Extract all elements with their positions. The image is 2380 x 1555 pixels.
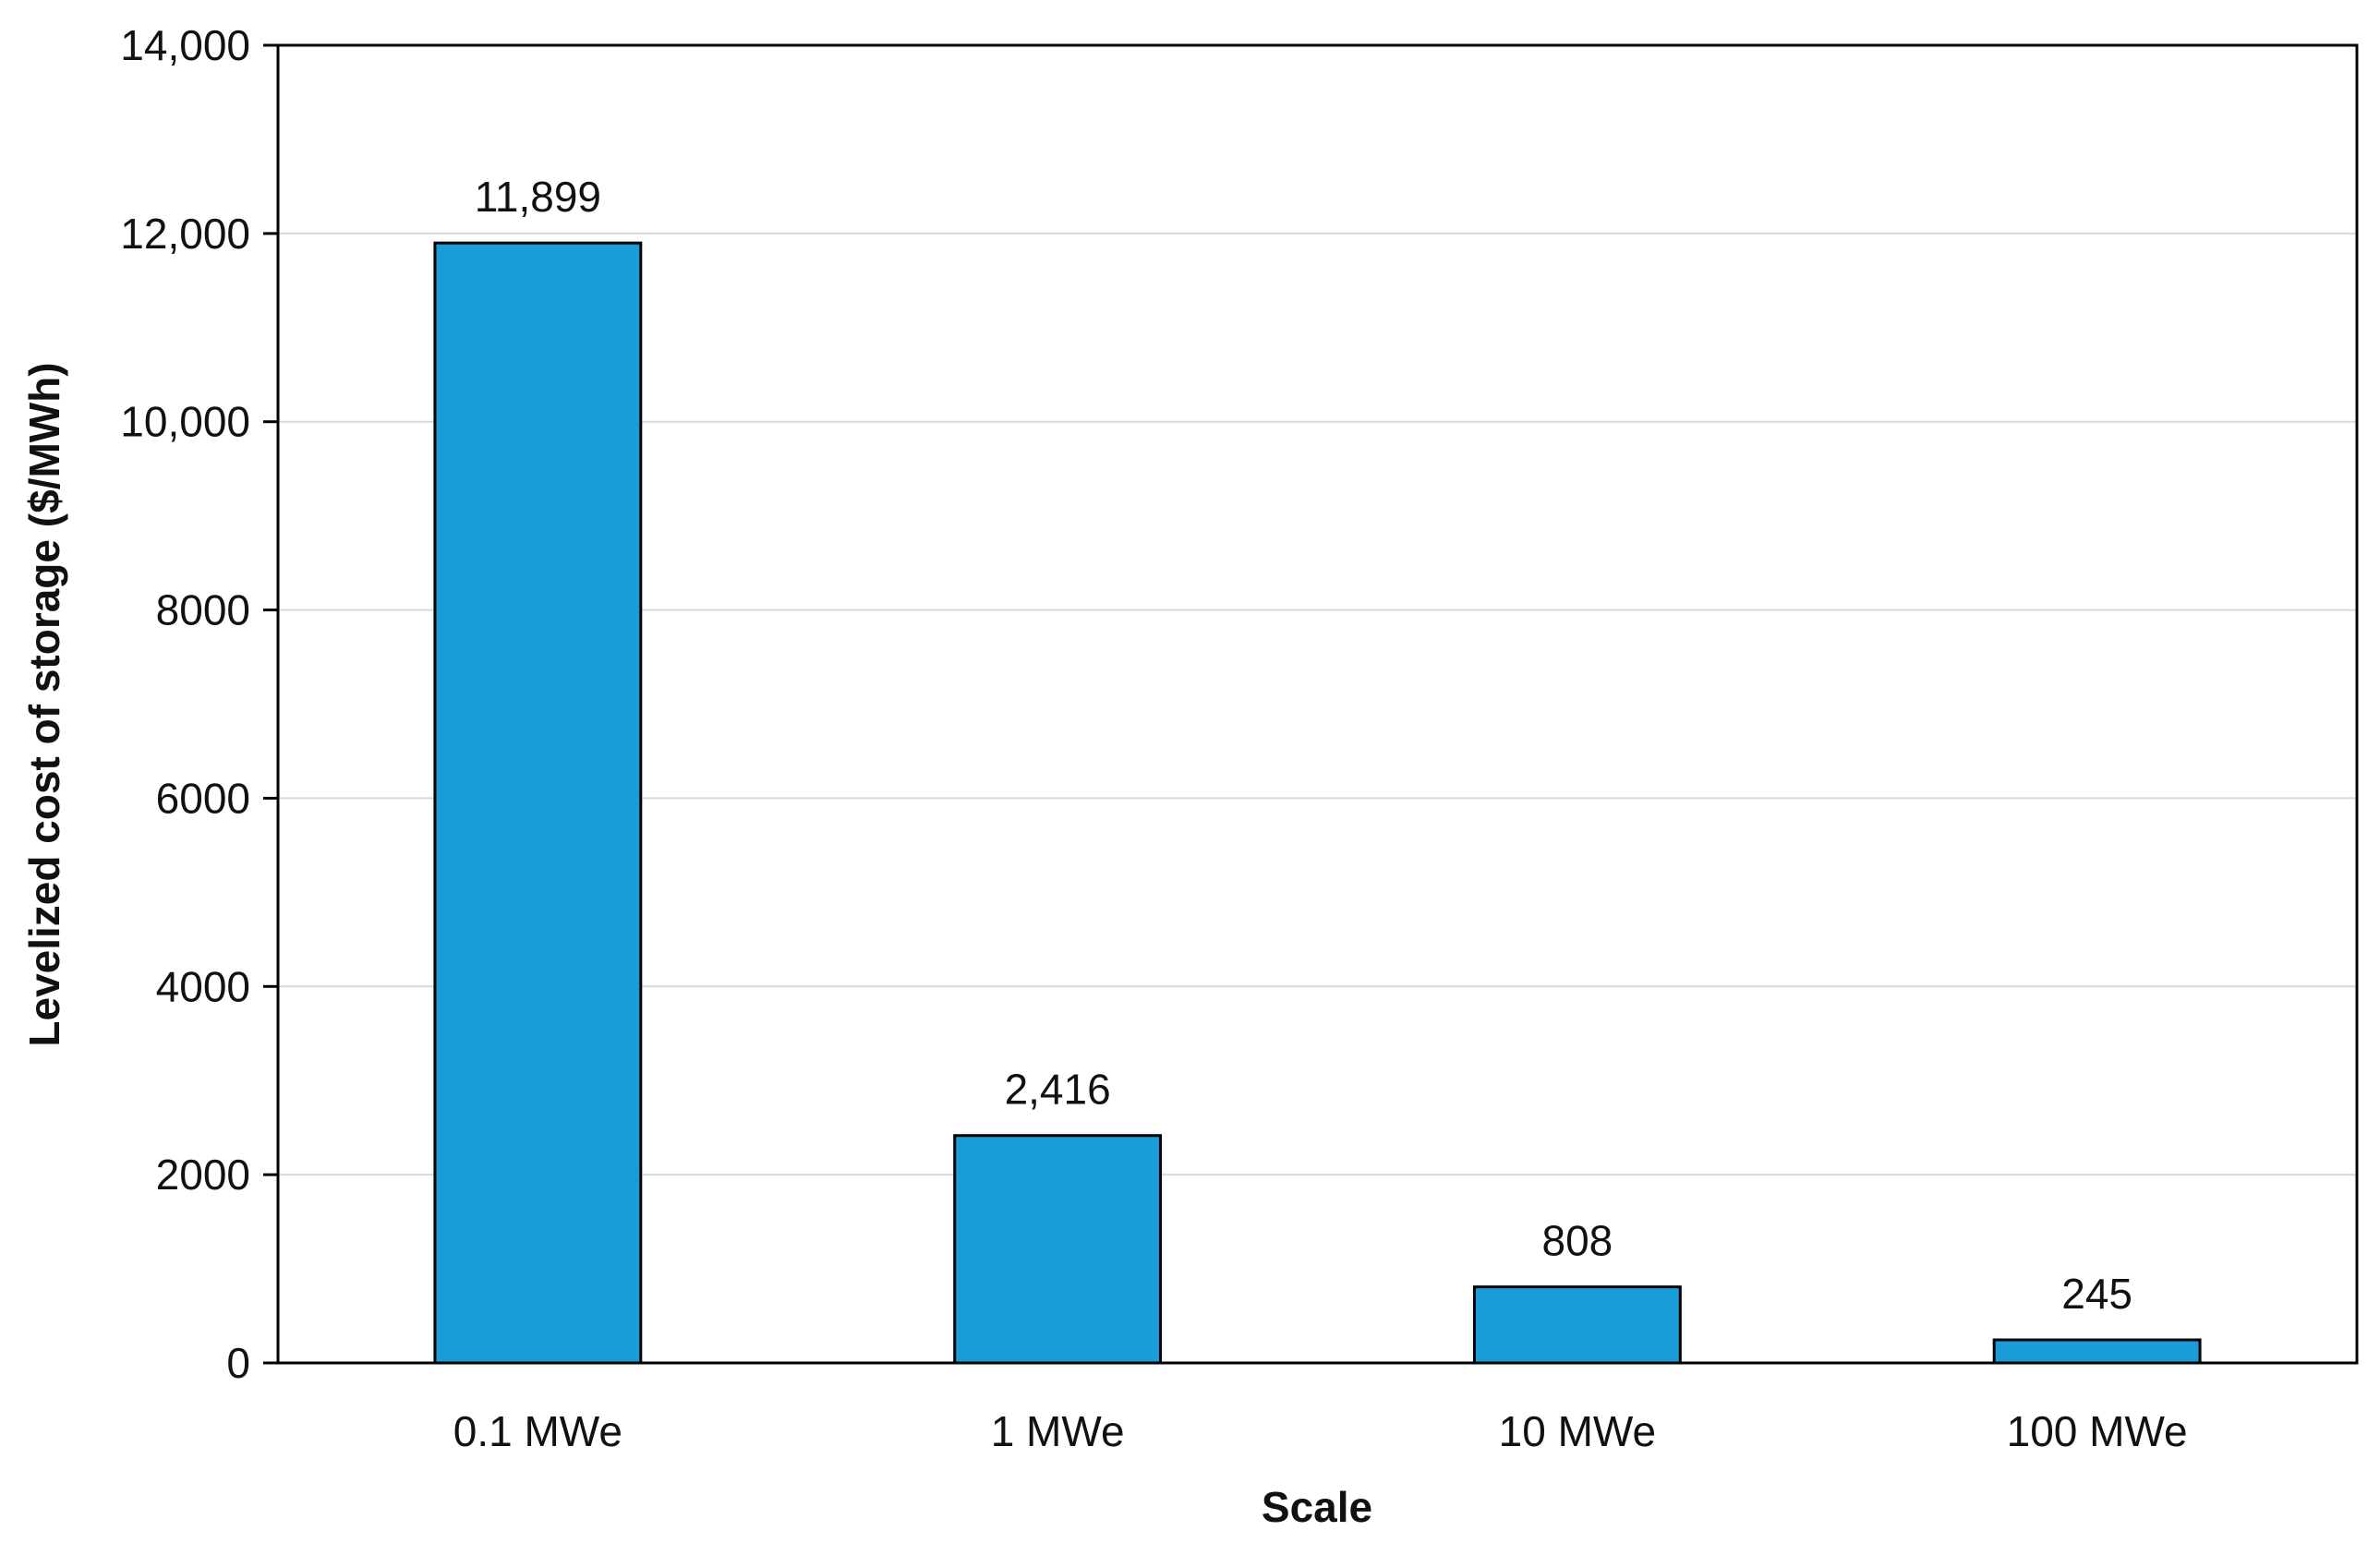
x-axis-ticks: 0.1 MWe 1 MWe 10 MWe 100 MWe — [453, 1407, 2188, 1455]
data-label: 808 — [1542, 1217, 1613, 1265]
y-tick-label: 14,000 — [120, 21, 250, 69]
x-tick-label: 100 MWe — [2007, 1407, 2188, 1455]
y-tick-label: 4000 — [156, 962, 250, 1010]
y-tick-label: 6000 — [156, 774, 250, 822]
y-tick-label: 12,000 — [120, 210, 250, 258]
x-tick-label: 10 MWe — [1499, 1407, 1656, 1455]
data-label: 245 — [2061, 1270, 2132, 1318]
plot-area-frame — [276, 43, 2359, 1365]
bar — [1472, 1285, 1682, 1365]
data-labels: 11,899 2,416 808 245 — [475, 173, 2132, 1318]
y-axis-title: Levelized cost of storage ($/MWh) — [20, 362, 68, 1046]
x-tick-label: 0.1 MWe — [453, 1407, 622, 1455]
y-tick-label: 10,000 — [120, 398, 250, 446]
y-axis-ticks: 0 2000 4000 6000 8000 10,000 12,000 14,000 — [120, 21, 278, 1387]
x-tick-label: 1 MWe — [991, 1407, 1125, 1455]
bar — [1992, 1338, 2202, 1365]
x-axis-title: Scale — [1262, 1483, 1372, 1531]
y-tick-label: 2000 — [156, 1151, 250, 1199]
y-tick-label: 0 — [226, 1339, 250, 1387]
data-label: 11,899 — [475, 173, 601, 221]
bars — [433, 241, 2202, 1365]
y-tick-label: 8000 — [156, 586, 250, 634]
bar — [433, 241, 643, 1365]
bar — [953, 1134, 1163, 1365]
data-label: 2,416 — [1005, 1066, 1111, 1114]
